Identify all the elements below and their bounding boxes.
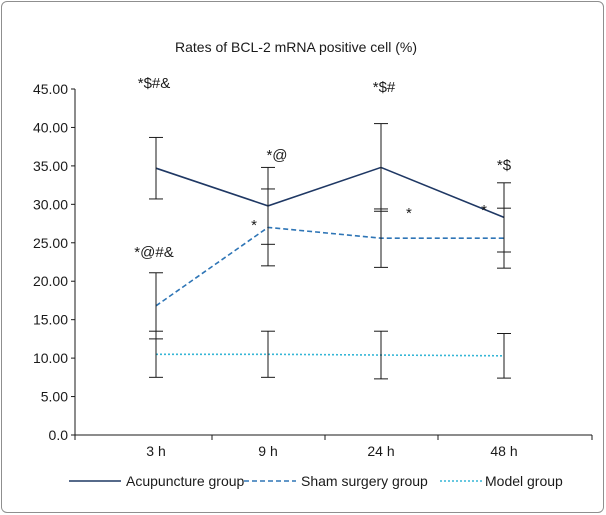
x-tick-label: 48 h [490, 443, 517, 459]
axes: 0.0 5.00 10.00 15.00 20.00 25.00 30.00 35.00 40.… [33, 81, 593, 459]
y-tick-label: 40.00 [33, 119, 68, 135]
chart-title: Rates of BCL-2 mRNA positive cell (%) [175, 39, 417, 55]
significance-label: * [406, 205, 412, 222]
legend: Acupuncture group Sham surgery group Model… [69, 473, 563, 489]
series-line [155, 166, 505, 219]
y-tick-label: 35.00 [33, 158, 68, 174]
x-tick-label: 24 h [367, 443, 394, 459]
significance-label: *$#& [138, 75, 171, 92]
legend-label: Acupuncture group [126, 473, 245, 489]
series-1 [149, 188, 511, 340]
legend-item: Sham surgery group [244, 473, 428, 489]
y-tick-label: 15.00 [33, 312, 68, 328]
legend-label: Sham surgery group [301, 473, 428, 489]
significance-label: *$ [497, 157, 512, 174]
series-layer [149, 123, 511, 380]
significance-label: * [481, 202, 487, 219]
annotation-layer: *$#& *@ *$# *$ *@#& * * * [134, 75, 511, 261]
y-tick-label: 30.00 [33, 196, 68, 212]
y-tick-label: 10.00 [33, 350, 68, 366]
y-tick-label: 0.0 [49, 427, 69, 443]
legend-label: Model group [485, 473, 563, 489]
significance-label: *@#& [134, 244, 173, 261]
y-tick-label: 20.00 [33, 273, 68, 289]
y-tick-label: 45.00 [33, 81, 68, 97]
significance-label: *@ [266, 147, 287, 164]
y-tick-label: 5.00 [41, 389, 68, 405]
legend-item: Acupuncture group [69, 473, 245, 489]
series-2 [149, 330, 511, 380]
series-0 [149, 123, 511, 253]
series-line [155, 226, 504, 307]
significance-label: *$# [373, 79, 396, 96]
y-tick-label: 25.00 [33, 235, 68, 251]
series-line [156, 353, 505, 357]
x-tick-label: 9 h [258, 443, 277, 459]
x-tick-label: 3 h [146, 443, 165, 459]
significance-label: * [251, 217, 257, 234]
legend-item: Model group [440, 473, 563, 489]
